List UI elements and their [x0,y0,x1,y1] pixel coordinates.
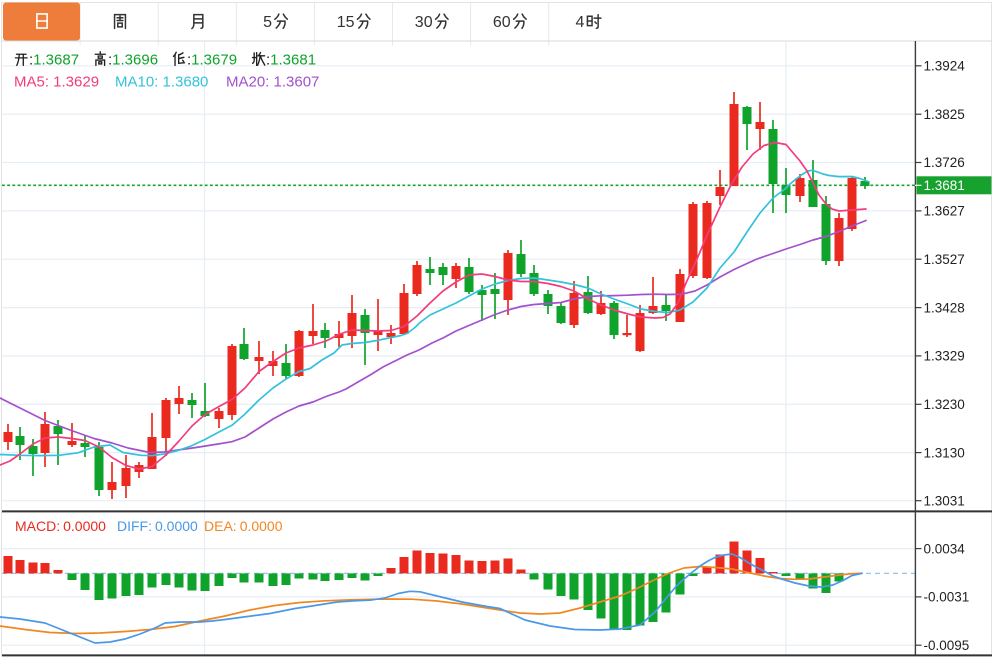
svg-text:1.3527: 1.3527 [924,252,965,267]
svg-text:DEA:0.0000: DEA: 0.0000 [204,518,283,534]
svg-text:5: 5 [263,14,272,31]
svg-text:1.3230: 1.3230 [924,397,965,412]
svg-text::1.3696: :1.3696 [108,52,158,69]
svg-text::1.3687: :1.3687 [29,52,79,69]
svg-text:15: 15 [337,14,355,31]
svg-text::1.3679: :1.3679 [187,52,237,69]
svg-text:DIFF:0.0000: DIFF: 0.0000 [117,518,198,534]
svg-text:1.3428: 1.3428 [924,300,965,315]
svg-text:60: 60 [493,14,511,31]
svg-text:1.3924: 1.3924 [924,59,966,74]
svg-text:1.3130: 1.3130 [924,445,965,460]
svg-text:-0.0031: -0.0031 [924,590,970,605]
svg-text:MA20: 1.3607: MA20: 1.3607 [226,74,319,91]
svg-text:1.3726: 1.3726 [924,155,965,170]
svg-text:1.3681: 1.3681 [924,178,965,193]
svg-text:MA10: 1.3680: MA10: 1.3680 [115,74,208,91]
svg-text:1.3825: 1.3825 [924,107,965,122]
svg-text:1.3329: 1.3329 [924,349,965,364]
svg-text:1.3031: 1.3031 [924,493,965,508]
svg-text:0.0034: 0.0034 [924,541,966,556]
svg-text:1.3627: 1.3627 [924,204,965,219]
svg-text:-0.0095: -0.0095 [924,638,970,653]
svg-text:30: 30 [415,14,433,31]
svg-text::1.3681: :1.3681 [266,52,316,69]
svg-text:4: 4 [576,14,585,31]
svg-text:MA5: 1.3629: MA5: 1.3629 [14,74,99,91]
